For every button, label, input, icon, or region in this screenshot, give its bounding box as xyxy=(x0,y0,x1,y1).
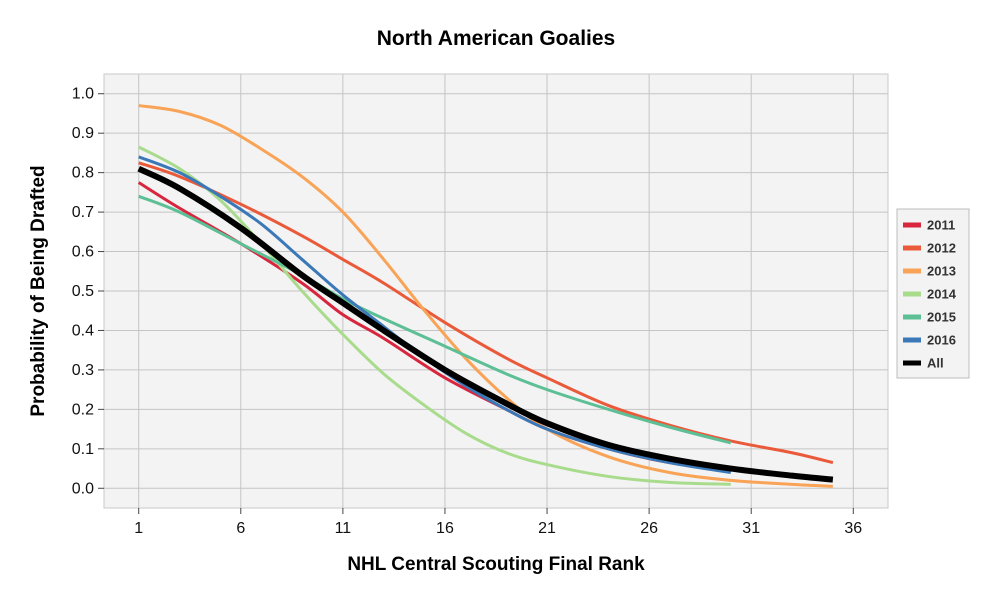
legend-swatch xyxy=(903,245,921,251)
y-axis-ticks: 0.0 0.1 0.2 0.3 0.4 0.5 0.6 0.7 0.8 0.9 1.0 xyxy=(72,86,104,497)
y-tick-label: 0.5 xyxy=(72,283,94,300)
chart-title: North American Goalies xyxy=(377,27,615,50)
legend-label: 2011 xyxy=(927,218,955,233)
legend-swatch xyxy=(903,222,921,228)
y-tick-label: 0.2 xyxy=(72,401,94,418)
legend-swatch xyxy=(903,268,921,274)
x-tick-label: 21 xyxy=(538,520,556,537)
legend-label: 2015 xyxy=(927,310,956,325)
legend-label: 2016 xyxy=(927,333,956,348)
x-tick-label: 11 xyxy=(335,520,352,537)
x-axis-title: NHL Central Scouting Final Rank xyxy=(347,554,645,575)
x-tick-label: 26 xyxy=(640,520,658,537)
legend-label: All xyxy=(927,356,944,371)
series-line-all xyxy=(137,165,834,483)
y-tick-label: 0.8 xyxy=(72,165,94,182)
y-tick-label: 0.6 xyxy=(72,244,94,261)
x-tick-label: 16 xyxy=(436,520,454,537)
y-tick-label: 0.1 xyxy=(72,441,94,458)
legend-label: 2013 xyxy=(927,264,956,279)
legend-swatch xyxy=(903,337,921,343)
y-tick-label: 1.0 xyxy=(72,86,94,103)
series-line-2015 xyxy=(138,194,732,445)
y-tick-label: 0.7 xyxy=(72,204,94,221)
y-tick-label: 0.3 xyxy=(72,362,94,379)
x-tick-label: 31 xyxy=(742,520,760,537)
legend-swatch xyxy=(903,360,921,366)
series-line-2012 xyxy=(138,161,834,465)
series-line-2013 xyxy=(138,104,833,488)
y-tick-label: 0.4 xyxy=(72,322,94,339)
y-tick-label: 0.9 xyxy=(72,125,94,142)
x-tick-label: 1 xyxy=(134,520,143,537)
x-tick-label: 6 xyxy=(236,520,245,537)
series-lines xyxy=(137,104,834,488)
y-axis-title: Probability of Being Drafted xyxy=(28,165,49,416)
legend-swatch xyxy=(903,314,921,320)
y-tick-label: 0.0 xyxy=(72,480,94,497)
legend-swatch xyxy=(903,291,921,297)
legend-label: 2014 xyxy=(927,287,957,302)
legend-label: 2012 xyxy=(927,241,956,256)
x-tick-label: 36 xyxy=(844,520,862,537)
series-line-2014 xyxy=(138,145,731,486)
x-axis-ticks: 1 6 11 16 21 26 31 36 xyxy=(134,508,862,537)
legend: 2011 2012 2013 2014 2015 2016 All xyxy=(896,208,970,379)
